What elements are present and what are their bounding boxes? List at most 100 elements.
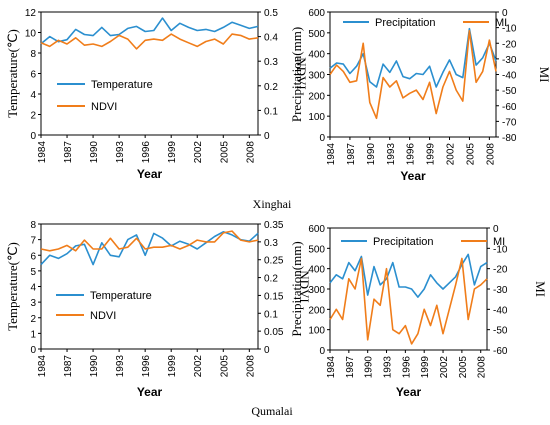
y-right-tick-label: 0.2: [264, 82, 278, 93]
x-tick-label: 2002: [439, 356, 450, 379]
y-right-tick-label: -30: [493, 285, 508, 296]
x-tick-label: 1984: [326, 356, 337, 379]
x-tick-label: 1996: [141, 355, 152, 378]
x-tick-label: 1984: [37, 355, 48, 378]
y-left-tick-label: 12: [25, 8, 37, 19]
y-left-tick-label: 100: [308, 326, 325, 337]
y-left-tick-label: 8: [30, 49, 36, 60]
x-tick-label: 2005: [219, 141, 230, 164]
xinghai-precip-mi: 0 100 200 300 400 500 600 0 -10 -20 -30 -40 -50 -60 -7…: [289, 8, 550, 183]
y-right-axis-label: MI: [537, 67, 550, 83]
y-right-axis-label: NDVI: [294, 57, 309, 90]
x-tick-label: 1999: [167, 141, 178, 164]
legend-label: MI: [493, 236, 505, 248]
y-left-tick-label: 600: [308, 8, 325, 19]
y-right-tick-label: -50: [502, 86, 517, 97]
y-left-tick-label: 500: [308, 29, 325, 40]
y-right-tick-label: 0.1: [264, 106, 278, 117]
qumalai-precip-mi: 0 100 200 300 400 500 600 0 -10 -20 -30 -40 -50 -60 19…: [289, 224, 548, 399]
legend-label: Temperature: [91, 79, 153, 91]
y-right-tick-label: -60: [493, 346, 508, 357]
x-tick-label: 2008: [245, 355, 256, 378]
y-right-tick-label: -20: [502, 39, 517, 50]
y-right-tick-label: 0.4: [264, 33, 278, 44]
y-right-tick-label: -20: [493, 265, 508, 276]
qumalai-temp-ndvi: 0 1 2 3 4 5 6 7 8 0 0.05 0.1 0.15 0.2 0.25 0.3 0.35 1984 1…: [5, 220, 312, 418]
y-right-tick-label: 0: [264, 345, 270, 356]
y-left-tick-label: 6: [30, 251, 36, 262]
x-tick-label: 2008: [485, 143, 496, 166]
y-left-tick-label: 0: [319, 133, 325, 144]
y-right-tick-label: -10: [502, 24, 517, 35]
y-left-axis-label: Temperature(℃): [5, 242, 20, 331]
y-right-tick-label: 0.3: [264, 57, 278, 68]
xinghai-temp-ndvi: 0 2 4 6 8 10 12 0 0.1 0.2 0.3 0.4 0.5 1984 1987 1990 199…: [5, 8, 309, 211]
x-tick-label: 1990: [89, 141, 100, 164]
series-line-ndvi: [40, 33, 259, 50]
legend-label: MI: [495, 17, 507, 29]
legend-label: Precipitation: [373, 236, 434, 248]
series-line-precipitation: [329, 27, 497, 88]
x-tick-label: 1987: [63, 355, 74, 378]
x-tick-label: 1993: [115, 355, 126, 378]
x-axis-label: Year: [396, 385, 422, 399]
x-tick-label: 1993: [386, 143, 397, 166]
y-left-tick-label: 3: [30, 298, 36, 309]
series-line-ndvi: [40, 230, 259, 252]
x-tick-label: 1999: [167, 355, 178, 378]
x-tick-label: 1987: [345, 356, 356, 379]
legend-label: Precipitation: [375, 17, 436, 29]
y-right-axis-label: NDVI: [297, 270, 312, 303]
y-right-tick-label: 0.1: [264, 309, 278, 320]
y-right-tick-label: -70: [502, 117, 517, 128]
y-left-tick-label: 4: [30, 90, 36, 101]
x-tick-label: 1996: [141, 141, 152, 164]
y-left-axis-label: Temperature(℃): [5, 29, 20, 118]
station-label: Qumalai: [251, 404, 293, 418]
y-left-tick-label: 200: [308, 305, 325, 316]
y-left-tick-label: 8: [30, 220, 36, 231]
y-right-tick-label: 0.2: [264, 274, 278, 285]
y-right-tick-label: -30: [502, 55, 517, 66]
y-right-tick-label: -60: [502, 102, 517, 113]
x-axis-label: Year: [137, 167, 163, 181]
y-left-axis-label: Precipitation(mm): [289, 27, 304, 122]
x-tick-label: 1999: [426, 143, 437, 166]
x-tick-label: 1993: [115, 141, 126, 164]
y-left-tick-label: 300: [308, 71, 325, 82]
x-tick-label: 2005: [219, 355, 230, 378]
y-right-tick-label: -50: [493, 326, 508, 337]
series-line-mi: [329, 257, 488, 345]
y-left-tick-label: 7: [30, 236, 36, 247]
y-left-tick-label: 2: [30, 111, 36, 122]
y-right-tick-label: 0.25: [264, 256, 284, 267]
y-left-tick-label: 5: [30, 267, 36, 278]
y-right-tick-label: 0: [502, 8, 508, 19]
y-right-tick-label: 0.5: [264, 8, 278, 19]
legend-label: Temperature: [90, 290, 152, 302]
y-left-tick-label: 6: [30, 70, 36, 81]
y-right-tick-label: 0.35: [264, 220, 284, 231]
x-tick-label: 1987: [346, 143, 357, 166]
y-left-tick-label: 600: [308, 224, 325, 235]
y-left-tick-label: 4: [30, 283, 36, 294]
station-label: Xinghai: [253, 197, 292, 211]
y-left-axis-label: Precipitation(mm): [289, 241, 304, 336]
x-tick-label: 1987: [63, 141, 74, 164]
x-axis-label: Year: [400, 169, 426, 183]
y-left-tick-label: 400: [308, 50, 325, 61]
y-left-tick-label: 200: [308, 91, 325, 102]
y-right-tick-label: 0: [264, 131, 270, 142]
x-tick-label: 2008: [245, 141, 256, 164]
y-right-tick-label: 0.15: [264, 291, 284, 302]
y-right-tick-label: -80: [502, 133, 517, 144]
legend-label: NDVI: [90, 310, 116, 322]
y-left-tick-label: 500: [308, 244, 325, 255]
x-tick-label: 1990: [364, 356, 375, 379]
x-tick-label: 2002: [446, 143, 457, 166]
series-line-precipitation: [329, 253, 488, 298]
x-axis-label: Year: [137, 385, 163, 399]
x-tick-label: 2005: [465, 143, 476, 166]
x-tick-label: 2008: [477, 356, 488, 379]
